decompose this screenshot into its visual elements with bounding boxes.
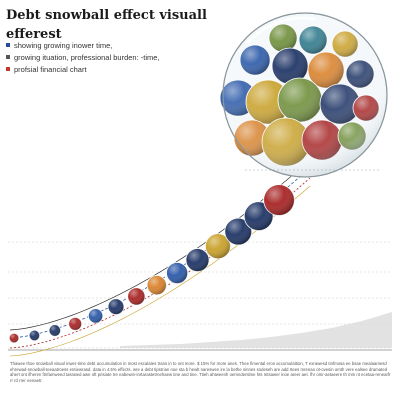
snowball-shade (9, 333, 19, 343)
snowball-shade (108, 298, 124, 315)
snowball-shade (29, 330, 40, 341)
snowball-shade (88, 308, 103, 323)
snowball-shade (127, 287, 145, 306)
snowball (204, 233, 231, 259)
trend-curve (9, 159, 311, 331)
globe-highlight (245, 16, 316, 45)
snowball (224, 217, 253, 246)
globe-glass (222, 12, 388, 178)
legend-item: growing ituation, professional burden: -… (6, 53, 236, 62)
snowball-shade (244, 201, 274, 231)
legend-item: showing growing inower time, (6, 41, 236, 50)
legend-label: showing growing inower time, (14, 41, 113, 50)
legend-swatch (6, 55, 10, 59)
snowball-shade (49, 324, 61, 337)
snowball (107, 298, 125, 315)
snowball-shade (147, 275, 167, 295)
snowball (166, 262, 189, 284)
snowball-shade (185, 248, 209, 272)
footnote: Thawee thoe snowball visual inwer-time d… (10, 361, 391, 383)
snowball (146, 275, 167, 296)
snowball (263, 184, 295, 216)
legend-item: profsial financial chart (6, 65, 236, 74)
snowball (87, 308, 104, 324)
area-fill (120, 312, 392, 348)
title-line-2: efferest (6, 27, 62, 42)
snowball (8, 332, 20, 344)
legend-swatch (6, 43, 10, 47)
snowball-shade (166, 262, 188, 284)
snowball-shade (205, 233, 231, 259)
snowball (48, 324, 61, 337)
legend: showing growing inower time, growing itu… (6, 41, 236, 77)
legend-swatch (6, 67, 10, 71)
snowball-shade (224, 218, 252, 245)
legend-label: growing ituation, professional burden: -… (14, 53, 160, 62)
snowball (28, 329, 41, 342)
snowball (243, 201, 274, 231)
snowball (68, 316, 83, 331)
snowball-globe (219, 12, 388, 178)
chart-title: Debt snowball effect visuall efferest (6, 6, 207, 44)
snowball (185, 248, 210, 272)
title-line-1: Debt snowball effect visuall (6, 8, 207, 23)
area-layer (120, 312, 392, 348)
snowball (127, 287, 146, 306)
snowball-series (8, 184, 295, 344)
legend-label: profsial financial chart (14, 65, 87, 74)
snowball-shade (68, 317, 82, 331)
snowball-shade (263, 184, 295, 216)
